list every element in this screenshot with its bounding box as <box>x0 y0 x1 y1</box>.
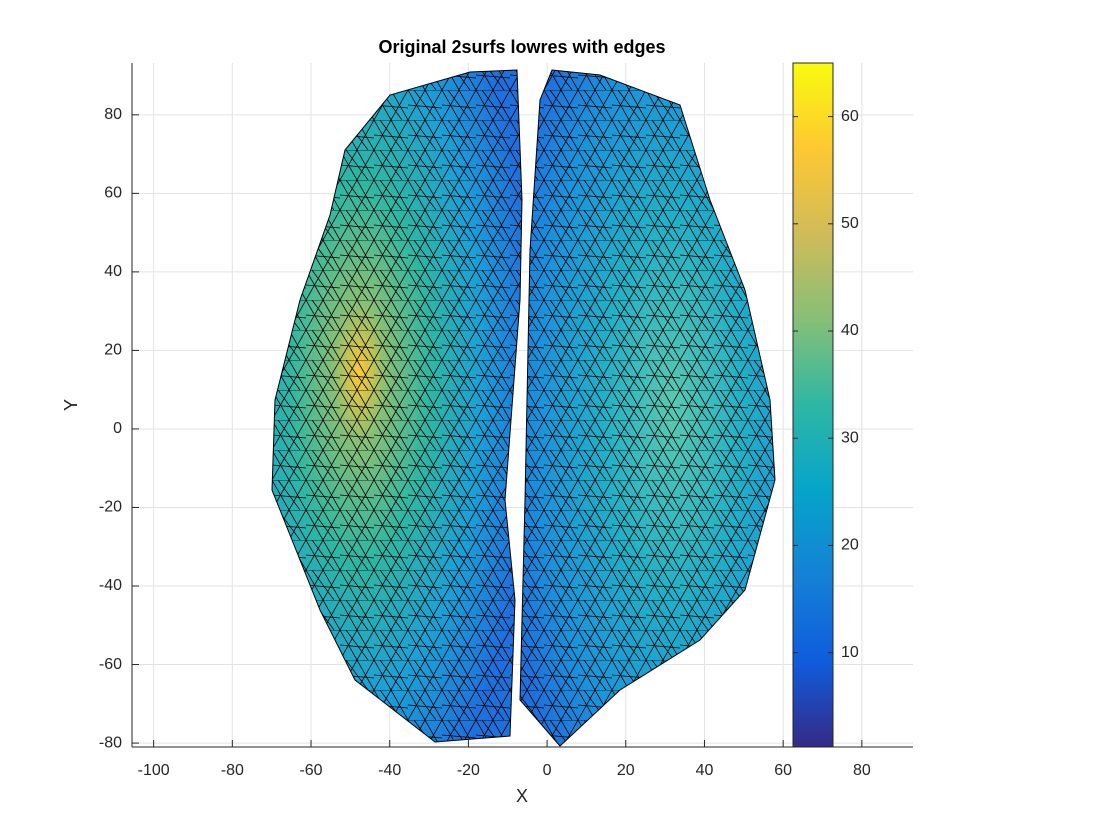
y-tick-label: -60 <box>99 656 122 673</box>
x-tick-label: 40 <box>696 762 714 779</box>
x-tick-label: -40 <box>378 762 401 779</box>
colorbar-tick-label: 10 <box>841 644 859 661</box>
y-tick-label: -40 <box>99 577 122 594</box>
x-tick-label: -100 <box>138 762 170 779</box>
x-tick-label: 20 <box>617 762 635 779</box>
y-tick-label: -80 <box>99 734 122 751</box>
y-tick-label: 60 <box>104 185 122 202</box>
colorbar-tick-label: 60 <box>841 108 859 125</box>
y-tick-label: 40 <box>104 263 122 280</box>
x-tick-label: 0 <box>543 762 552 779</box>
chart-title: Original 2surfs lowres with edges <box>378 37 665 57</box>
y-tick-label: 0 <box>113 420 122 437</box>
x-axis-label: X <box>516 786 528 806</box>
y-tick-label: 20 <box>104 342 122 359</box>
x-tick-label: -60 <box>299 762 322 779</box>
x-tick-label: -20 <box>457 762 480 779</box>
colorbar-tick-label: 40 <box>841 322 859 339</box>
colorbar-tick-label: 20 <box>841 537 859 554</box>
left-mesh <box>272 70 522 742</box>
y-axis-label: Y <box>61 399 81 411</box>
y-tick-label: -20 <box>99 499 122 516</box>
colorbar-tick-label: 50 <box>841 215 859 232</box>
brain-surface <box>271 69 776 747</box>
x-tick-label: 80 <box>853 762 871 779</box>
right-mesh <box>520 70 775 746</box>
x-tick-label: -80 <box>221 762 244 779</box>
colorbar <box>792 62 834 748</box>
x-tick-label: 60 <box>774 762 792 779</box>
y-tick-label: 80 <box>104 106 122 123</box>
colorbar-tick-label: 30 <box>841 429 859 446</box>
